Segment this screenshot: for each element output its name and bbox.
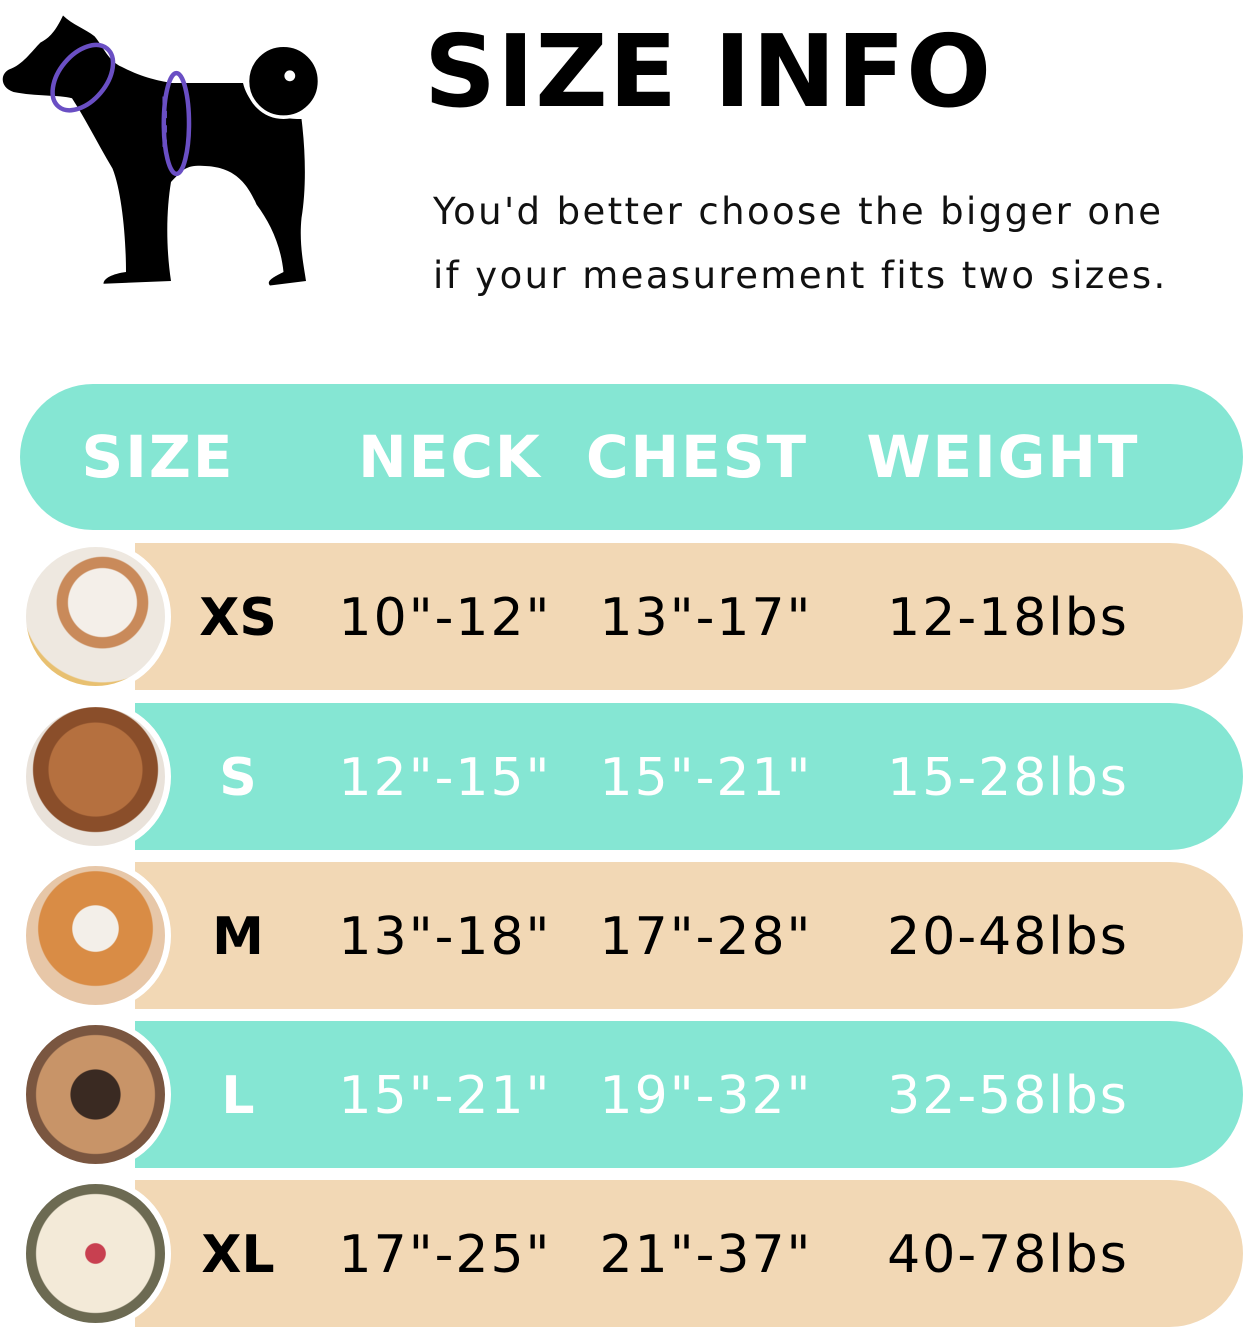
weight-cell: 20-48lbs [887, 907, 1129, 967]
table-row: XL 17"-25" 21"-37" 40-78lbs [20, 1178, 1243, 1329]
row-background [135, 543, 1243, 690]
poodle-photo [20, 701, 171, 852]
row-background [135, 1180, 1243, 1327]
chest-cell: 19"-32" [599, 1066, 813, 1126]
table-row: S 12"-15" 15"-21" 15-28lbs [20, 701, 1243, 852]
header-weight: WEIGHT [866, 423, 1140, 491]
row-background [135, 1021, 1243, 1168]
table-row: M 13"-18" 17"-28" 20-48lbs [20, 860, 1243, 1011]
size-cell: S [219, 748, 257, 808]
header-neck: NECK [358, 423, 542, 491]
french-bulldog-photo [20, 1019, 171, 1170]
pomeranian-photo [20, 541, 171, 692]
subtitle-line-1: You'd better choose the bigger one [433, 190, 1164, 233]
row-background [135, 862, 1243, 1009]
size-cell: XS [199, 588, 277, 648]
neck-cell: 13"-18" [338, 907, 552, 967]
row-background [135, 703, 1243, 850]
subtitle-line-2: if your measurement fits two sizes. [433, 254, 1168, 297]
shiba-inu-photo [20, 860, 171, 1011]
dog-measurement-icon [2, 15, 322, 286]
neck-cell: 10"-12" [338, 588, 552, 648]
chest-cell: 21"-37" [599, 1225, 813, 1285]
weight-cell: 40-78lbs [887, 1225, 1129, 1285]
table-header: SIZE NECK CHEST WEIGHT [20, 384, 1243, 530]
header-size: SIZE [81, 423, 235, 491]
chest-cell: 13"-17" [599, 588, 813, 648]
chest-cell: 15"-21" [599, 748, 813, 808]
size-cell: XL [201, 1225, 275, 1285]
weight-cell: 12-18lbs [887, 588, 1129, 648]
neck-cell: 17"-25" [338, 1225, 552, 1285]
neck-cell: 12"-15" [338, 748, 552, 808]
table-row: XS 10"-12" 13"-17" 12-18lbs [20, 541, 1243, 692]
page-title: SIZE INFO [424, 13, 993, 130]
neck-cell: 15"-21" [338, 1066, 552, 1126]
table-row: L 15"-21" 19"-32" 32-58lbs [20, 1019, 1243, 1170]
size-cell: M [212, 907, 264, 967]
chest-cell: 17"-28" [599, 907, 813, 967]
labrador-photo [20, 1178, 171, 1329]
header-chest: CHEST [585, 423, 809, 491]
size-cell: L [221, 1066, 255, 1126]
weight-cell: 32-58lbs [887, 1066, 1129, 1126]
weight-cell: 15-28lbs [887, 748, 1129, 808]
